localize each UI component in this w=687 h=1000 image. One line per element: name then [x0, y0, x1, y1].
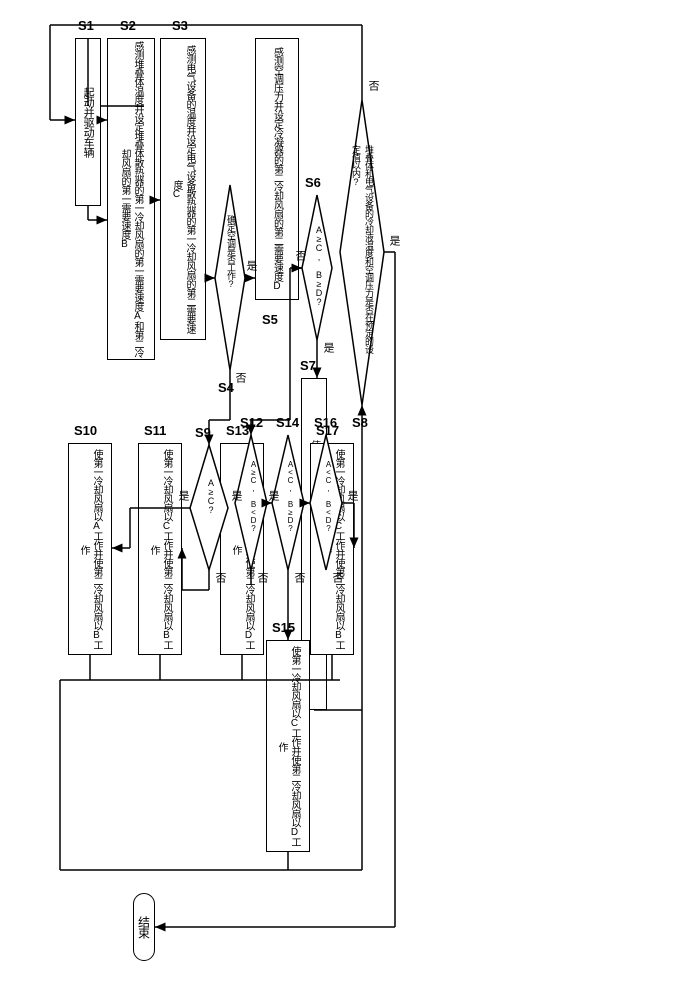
- label-s10: S10: [74, 423, 97, 438]
- s4-no: 否: [232, 372, 248, 382]
- label-s14: S14: [276, 415, 299, 430]
- label-s5: S5: [262, 312, 278, 327]
- s8-no: 否: [365, 80, 381, 90]
- s8-yes: 是: [386, 235, 402, 245]
- s16-yes: 是: [344, 490, 360, 500]
- s9-no: 否: [212, 572, 228, 582]
- label-s11: S11: [144, 423, 166, 438]
- end-terminal: 结束: [133, 893, 155, 961]
- process-s15: 使第一冷却风扇以C工作并使第二冷却风扇以D工作: [266, 640, 310, 852]
- s6-yes: 是: [320, 342, 336, 352]
- label-s6: S6: [305, 175, 321, 190]
- process-s10: 使第一冷却风扇以A工作并使第二冷却风扇以B工作: [68, 443, 112, 655]
- s16-no: 否: [329, 572, 345, 582]
- s6-text: A≥C, B≥D?: [310, 225, 324, 315]
- s15-text: 使第一冷却风扇以C工作并使第二冷却风扇以D工作: [275, 643, 301, 849]
- s14-text: A<C, B≥D?: [281, 460, 295, 545]
- s4-text: 确定空调是否工作?: [222, 215, 238, 345]
- s12-no: 否: [254, 572, 270, 582]
- s10-text: 使第一冷却风扇以A工作并使第二冷却风扇以B工作: [77, 446, 103, 652]
- s9-text: A≥C?: [202, 478, 216, 538]
- s5-text: 感测空调压力并设定冷凝器的第二冷却风扇的第二需要速度D: [271, 47, 284, 291]
- process-s5: 感测空调压力并设定冷凝器的第二冷却风扇的第二需要速度D: [255, 38, 299, 300]
- process-s1: 起动并驱动车辆: [75, 38, 101, 206]
- s14-no: 否: [291, 572, 307, 582]
- s3-text: 感测电气设备的温度并设定电气设备散热器的第一冷却风扇的第二需要速度C: [170, 41, 196, 337]
- label-s9: S9: [195, 425, 211, 440]
- label-s15: S15: [272, 620, 295, 635]
- label-s2: S2: [120, 18, 136, 33]
- label-s1: S1: [78, 18, 94, 33]
- label-s3: S3: [172, 18, 188, 33]
- label-s8: S8: [352, 415, 368, 430]
- s9-yes: 是: [175, 490, 191, 500]
- end-text: 结束: [136, 916, 153, 938]
- s12-yes: 是: [228, 490, 244, 500]
- s4-yes: 是: [243, 260, 259, 270]
- s12-text: A≥C, B<D?: [244, 460, 258, 545]
- s16-text: A<C, B<D?: [319, 460, 333, 545]
- s14-yes: 是: [265, 490, 281, 500]
- label-s4: S4: [218, 380, 234, 395]
- process-s11: 使第一冷却风扇以C工作并使第二冷却风扇以B工作: [138, 443, 182, 655]
- s11-text: 使第一冷却风扇以C工作并使第二冷却风扇以B工作: [147, 446, 173, 652]
- s2-text: 感测堆叠体温度并设定堆叠体散热器的第一冷却风扇的第一需要速度A和第二冷却风扇的第…: [118, 41, 144, 357]
- s1-text: 起动并驱动车辆: [81, 87, 95, 157]
- s6-no: 否: [292, 250, 308, 260]
- label-s13: S13: [226, 423, 249, 438]
- label-s17: S17: [316, 423, 339, 438]
- process-s2: 感测堆叠体温度并设定堆叠体散热器的第一冷却风扇的第一需要速度A和第二冷却风扇的第…: [107, 38, 155, 360]
- process-s3: 感测电气设备的温度并设定电气设备散热器的第一冷却风扇的第二需要速度C: [160, 38, 206, 340]
- s8-text: 堆叠体和电气设备的冷却液温度和空调压力是否在预定的设定值以内?: [348, 145, 376, 360]
- label-s7: S7: [300, 358, 316, 373]
